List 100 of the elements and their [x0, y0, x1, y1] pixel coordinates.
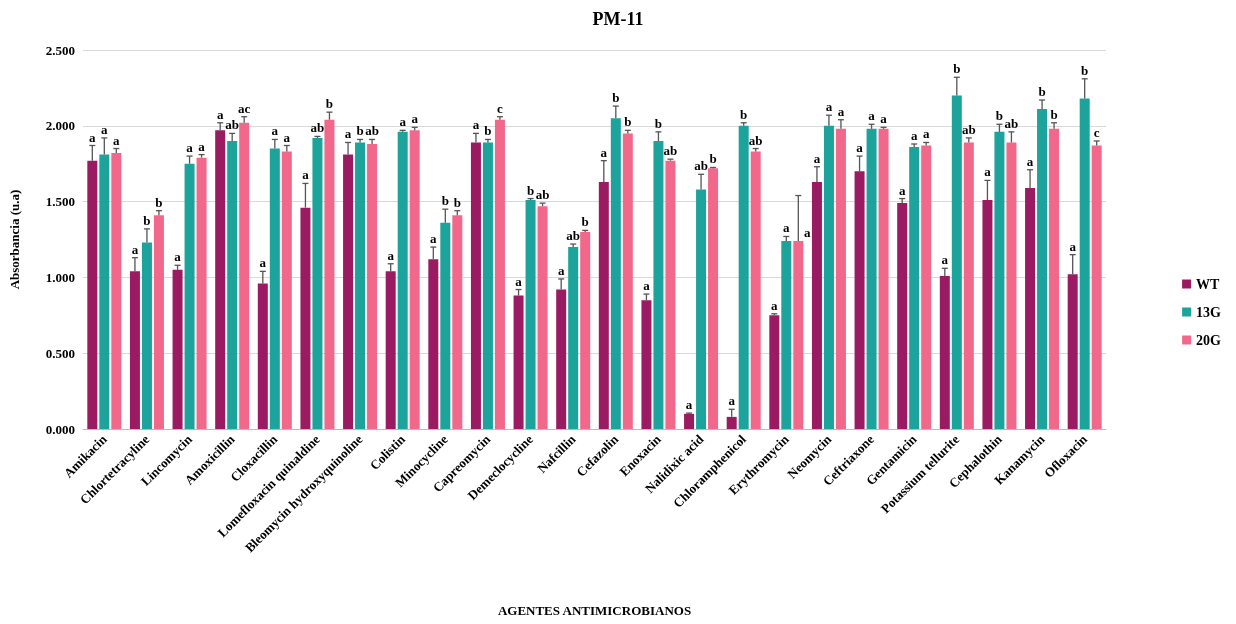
bar: [111, 153, 122, 429]
bar: [269, 148, 280, 429]
data-label: a: [898, 182, 906, 198]
legend-label: 20G: [1196, 332, 1222, 348]
bar: [367, 143, 378, 429]
data-label: b: [709, 151, 717, 167]
bar: [537, 206, 548, 429]
legend-label: WT: [1196, 276, 1221, 292]
bar: [811, 181, 822, 429]
data-label: a: [131, 241, 139, 257]
x-axis-title: AGENTES ANTIMICROBIANOS: [497, 603, 692, 618]
chart-title: PM-11: [592, 9, 644, 29]
data-label: b: [453, 194, 461, 210]
data-label: ab: [365, 123, 379, 139]
bar: [409, 130, 420, 429]
bar: [994, 131, 1005, 429]
bar: [568, 247, 579, 429]
data-label: b: [1038, 84, 1046, 100]
data-label: b: [654, 115, 663, 131]
data-label: a: [837, 103, 845, 119]
data-label: a: [399, 114, 407, 130]
data-label: a: [387, 247, 395, 263]
bar: [257, 283, 268, 429]
bar: [598, 181, 609, 429]
data-label: a: [600, 144, 608, 160]
data-label: b: [356, 123, 364, 139]
data-label: a: [344, 126, 352, 142]
bar: [470, 142, 481, 429]
data-label: b: [612, 90, 620, 106]
bar: [610, 118, 621, 429]
data-label: c: [1093, 124, 1100, 140]
bar: [1079, 98, 1090, 429]
data-label: ac: [238, 100, 251, 116]
data-label: ab: [535, 187, 550, 203]
data-label: b: [995, 108, 1004, 124]
data-label: a: [1026, 153, 1034, 169]
bar: [300, 207, 311, 429]
bar: [215, 130, 226, 429]
bar: [921, 145, 932, 429]
bar: [1006, 142, 1017, 429]
data-label: a: [984, 164, 992, 180]
data-label: a: [216, 106, 224, 122]
bar: [622, 133, 633, 429]
bar: [343, 154, 354, 429]
bar: [835, 128, 846, 429]
data-label: a: [771, 297, 779, 313]
data-label: b: [325, 96, 334, 112]
data-label: a: [910, 127, 918, 143]
bar: [580, 231, 591, 429]
data-label: b: [740, 106, 748, 122]
y-tick-label: 2.000: [45, 118, 75, 134]
bar: [641, 300, 652, 429]
data-label: a: [174, 249, 182, 265]
bar: [963, 142, 974, 429]
data-label: ab: [1004, 115, 1019, 131]
bar: [909, 147, 920, 429]
data-label: b: [953, 61, 961, 77]
y-axis-title: Absorbancia (u.a): [7, 189, 22, 290]
bar: [239, 122, 250, 429]
data-label: a: [89, 129, 97, 145]
bar: [184, 163, 195, 429]
bar: [781, 241, 792, 429]
bar: [878, 128, 889, 429]
data-label: a: [783, 220, 791, 236]
data-label: ab: [748, 132, 763, 148]
bar: [769, 315, 780, 429]
data-label: a: [880, 111, 888, 127]
data-label: a: [411, 111, 419, 127]
bar: [513, 295, 524, 429]
data-label: a: [813, 150, 821, 166]
data-label: a: [1069, 238, 1077, 254]
data-label: a: [557, 262, 565, 278]
bar: [440, 222, 451, 429]
data-label: ab: [225, 117, 240, 133]
y-tick-label: 0.000: [45, 421, 75, 437]
bar: [665, 160, 676, 429]
bar: [696, 189, 707, 429]
bar: [397, 131, 408, 429]
data-label: ab: [566, 228, 581, 244]
bar: [87, 160, 98, 429]
data-label: a: [430, 231, 438, 247]
bar: [897, 203, 908, 429]
data-label: a: [271, 123, 279, 139]
bar: [452, 215, 463, 429]
data-label: c: [497, 100, 504, 116]
data-label: a: [302, 167, 310, 183]
bar: [708, 168, 719, 429]
data-label: b: [155, 194, 163, 210]
bar: [494, 119, 505, 429]
bar: [227, 140, 238, 429]
bar: [141, 242, 152, 429]
y-tick-label: 1.500: [45, 194, 75, 210]
bar: [99, 154, 110, 429]
data-label: b: [581, 214, 589, 230]
bar: [793, 241, 804, 429]
data-label: a: [259, 255, 267, 271]
bar: [1067, 274, 1078, 429]
data-label: a: [643, 278, 651, 294]
data-label: a: [472, 117, 480, 133]
bar: [1025, 187, 1036, 429]
